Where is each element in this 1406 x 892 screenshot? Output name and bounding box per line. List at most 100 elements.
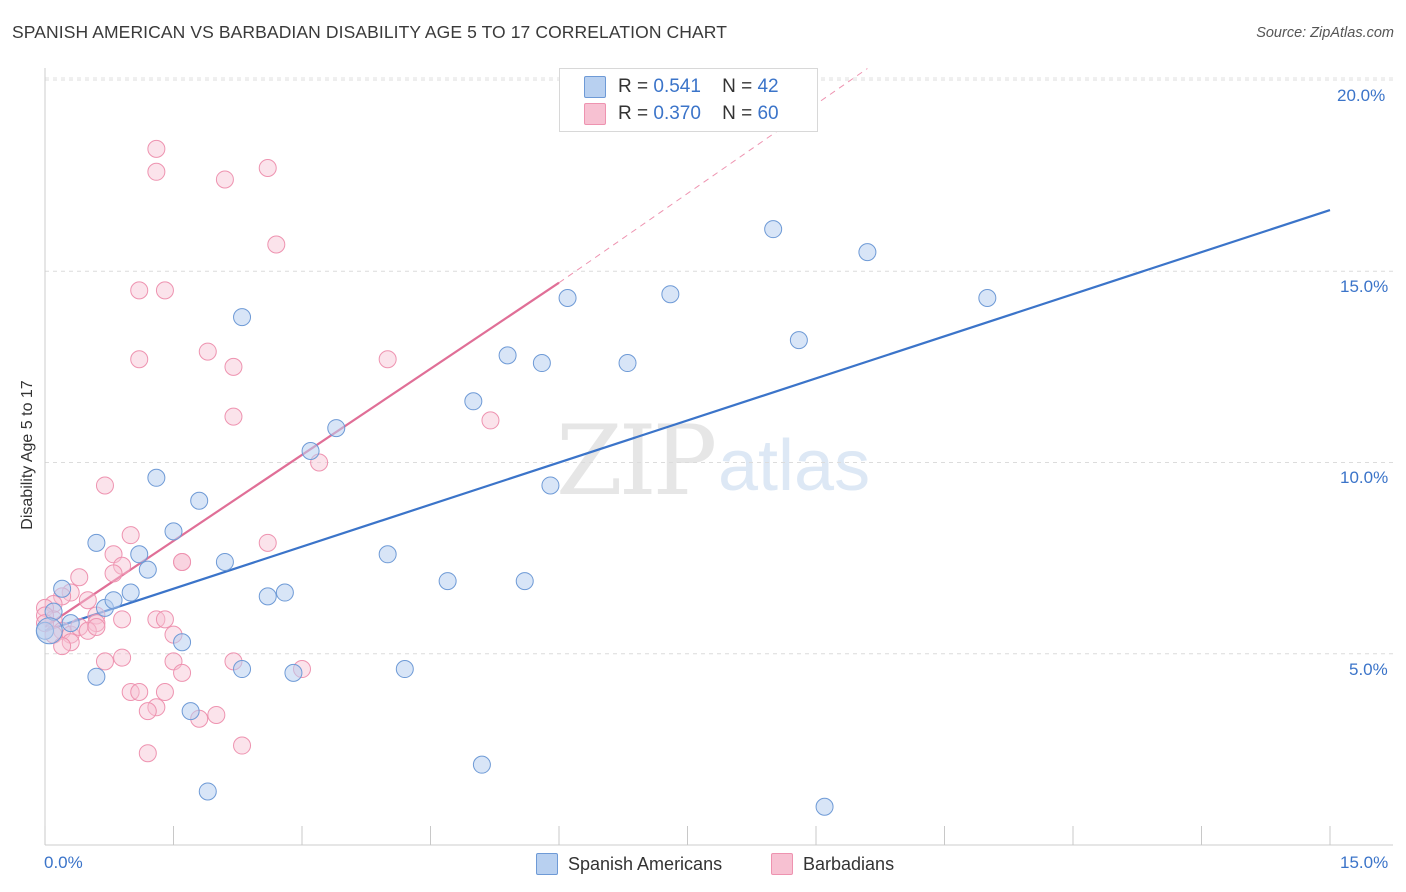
data-point-spanish-americans (181, 702, 200, 721)
data-point-spanish-americans (618, 354, 637, 373)
data-point-barbadians (224, 357, 243, 376)
pink-swatch (584, 103, 606, 125)
data-point-barbadians (138, 744, 157, 763)
data-point-cluster (35, 617, 63, 645)
data-point-spanish-americans (121, 583, 140, 602)
data-point-barbadians (173, 663, 192, 682)
stats-legend: R = 0.541 N = 42 R = 0.370 N = 60 (559, 68, 818, 132)
legend-label: Barbadians (803, 853, 895, 874)
data-point-barbadians (147, 698, 166, 717)
data-point-spanish-americans (275, 583, 294, 602)
n-value: 42 (757, 76, 779, 97)
data-point-spanish-americans (789, 331, 808, 350)
blue-swatch (584, 76, 606, 98)
data-point-spanish-americans (61, 614, 80, 633)
data-point-spanish-americans (515, 572, 534, 591)
data-point-spanish-americans (53, 579, 72, 598)
data-point-spanish-americans (378, 545, 397, 564)
legend-label: Spanish Americans (568, 853, 723, 874)
data-point-spanish-americans (284, 663, 303, 682)
data-point-spanish-americans (464, 392, 483, 411)
data-point-barbadians (78, 591, 97, 610)
data-point-barbadians (155, 281, 174, 300)
data-point-barbadians (267, 235, 286, 254)
data-point-barbadians (121, 526, 140, 545)
data-point-spanish-americans (173, 633, 192, 652)
data-point-barbadians (147, 162, 166, 181)
data-point-barbadians (258, 533, 277, 552)
legend-swatch-pink (771, 853, 793, 875)
data-point-spanish-americans (233, 308, 252, 327)
data-point-barbadians (70, 568, 89, 587)
data-point-barbadians (61, 633, 80, 652)
data-point-barbadians (130, 683, 149, 701)
data-point-barbadians (224, 407, 243, 426)
data-point-barbadians (113, 648, 132, 667)
n-value: 60 (757, 103, 779, 124)
data-point-spanish-americans (978, 289, 997, 308)
data-point-barbadians (173, 552, 192, 571)
data-point-barbadians (138, 702, 157, 721)
y-tick-label: 20.0% (1337, 86, 1386, 105)
data-point-spanish-americans (130, 545, 149, 564)
data-point-spanish-americans (198, 782, 217, 801)
data-point-barbadians (130, 350, 149, 369)
data-point-spanish-americans (815, 797, 834, 816)
data-point-barbadians (113, 610, 132, 629)
data-point-barbadians (53, 637, 72, 656)
data-point-spanish-americans (87, 667, 106, 686)
legend-item-barbadians: Barbadians (771, 852, 894, 876)
data-point-spanish-americans (233, 660, 252, 679)
r-label: R = (618, 76, 649, 97)
data-point-spanish-americans (164, 522, 183, 541)
r-value: 0.541 (653, 76, 701, 97)
data-point-spanish-americans (104, 591, 123, 610)
x-tick-label-min: 0.0% (44, 853, 83, 872)
data-point-barbadians (481, 411, 500, 430)
data-point-spanish-americans (472, 755, 491, 774)
r-value: 0.370 (653, 103, 701, 124)
trend-line-spanish-americans (44, 209, 1331, 632)
source-note: Source: ZipAtlas.com (1256, 25, 1394, 41)
data-point-barbadians (198, 342, 217, 361)
data-point-spanish-americans (190, 491, 209, 510)
data-point-spanish-americans (258, 587, 277, 606)
data-point-barbadians (78, 621, 97, 640)
data-point-spanish-americans (147, 468, 166, 487)
data-point-barbadians (87, 617, 106, 636)
data-point-barbadians (95, 476, 114, 495)
x-tick-label-max: 15.0% (1340, 853, 1389, 872)
data-point-barbadians (207, 705, 226, 724)
data-point-barbadians (233, 736, 252, 755)
data-point-spanish-americans (532, 354, 551, 373)
legend-item-spanish-americans: Spanish Americans (536, 852, 722, 876)
data-point-spanish-americans (301, 442, 320, 461)
n-label: N = (722, 76, 753, 97)
trend-line-barbadians (44, 281, 560, 628)
data-point-barbadians (95, 652, 114, 671)
chart-title: SPANISH AMERICAN VS BARBADIAN DISABILITY… (12, 22, 727, 42)
data-point-barbadians (155, 610, 174, 629)
data-point-barbadians (155, 683, 174, 701)
data-point-spanish-americans (215, 552, 234, 571)
y-tick-label: 15.0% (1340, 277, 1389, 296)
data-point-barbadians (378, 350, 397, 369)
data-point-spanish-americans (87, 533, 106, 552)
n-label: N = (722, 103, 753, 124)
data-point-barbadians (104, 564, 123, 583)
y-tick-label: 5.0% (1349, 660, 1388, 679)
data-point-spanish-americans (858, 243, 877, 262)
legend-swatch-blue (536, 853, 558, 875)
data-point-barbadians (258, 158, 277, 177)
data-point-barbadians (130, 281, 149, 300)
data-point-barbadians (215, 170, 234, 189)
r-label: R = (618, 103, 649, 124)
watermark-zip: ZIP (556, 405, 717, 517)
data-point-spanish-americans (541, 476, 560, 495)
y-tick-label: 10.0% (1340, 468, 1389, 487)
data-point-spanish-americans (395, 660, 414, 679)
data-point-spanish-americans (764, 220, 783, 239)
data-point-spanish-americans (661, 285, 680, 304)
watermark-atlas: atlas (718, 426, 871, 506)
